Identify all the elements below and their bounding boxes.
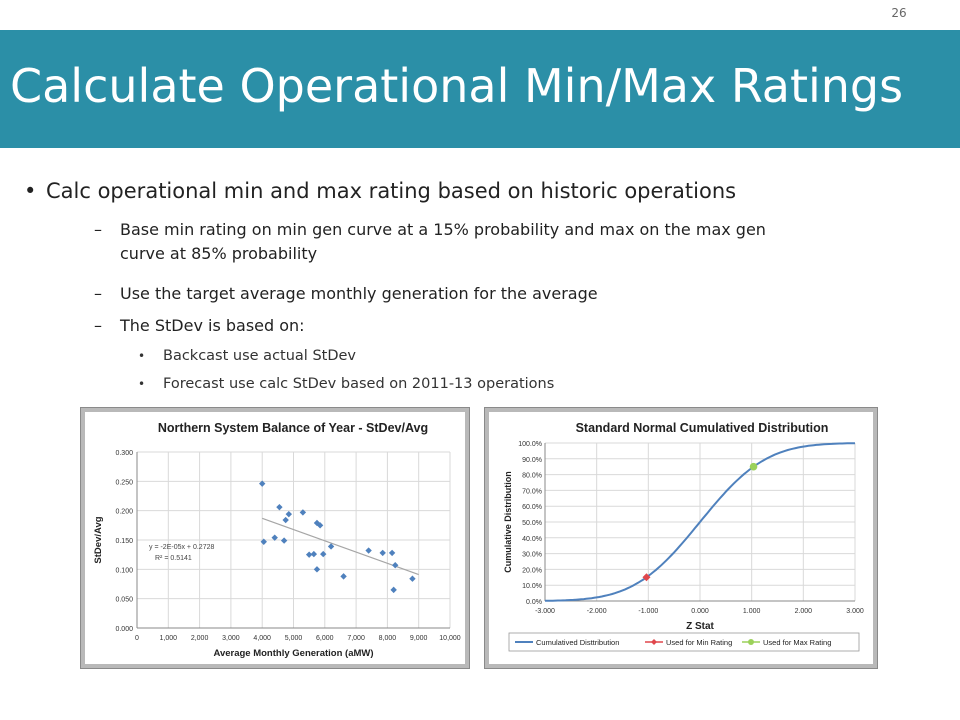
cdf-chart: Standard Normal Cumulatived Distribution… [503,421,864,652]
page-number: 26 [891,6,907,20]
x-tick-label: 9,000 [410,635,428,642]
dash-item-min-max: – Base min rating on min gen curve at a … [94,218,910,266]
y-tick-label: 0.150 [115,538,133,545]
y-tick-label: 60.0% [522,504,542,511]
sub-item-backcast-text: Backcast use actual StDev [163,348,356,364]
scatter-point [310,550,318,558]
series-line-cdf [544,442,856,602]
scatter-point [313,566,321,573]
x-tick-label: 5,000 [285,635,303,642]
scatter-chart: Northern System Balance of Year - StDev/… [93,421,461,659]
x-axis-label: Average Monthly Generation (aMW) [213,648,373,659]
r-squared-label: R² = 0.5141 [155,555,192,562]
sub-bullet-icon: • [138,349,146,363]
x-axis-label: Z Stat [686,621,714,632]
dash-icon: – [94,284,102,303]
bullet-main: • Calc operational min and max rating ba… [24,178,737,204]
dash-item-stdev: – The StDev is based on: [94,314,910,338]
x-tick-label: 8,000 [379,635,397,642]
y-tick-label: 0.200 [115,509,133,516]
bullet-main-text: Calc operational min and max rating base… [46,179,737,203]
sub-bullet-icon: • [138,377,146,391]
scatter-point [285,510,293,518]
x-tick-label: 3,000 [222,635,240,642]
legend-label-min: Used for Min Rating [666,638,732,647]
y-tick-label: 0.100 [115,567,133,574]
legend-marker-max [748,639,754,645]
scatter-point [276,503,283,511]
y-tick-label: 0.000 [115,626,133,633]
scatter-point [259,480,266,487]
chart-title: Northern System Balance of Year - StDev/… [158,421,428,435]
y-tick-label: 70.0% [522,488,542,495]
x-tick-label: -1.000 [638,608,658,615]
dash-item-stdev-text: The StDev is based on: [120,316,305,335]
sub-item-forecast: • Forecast use calc StDev based on 2011-… [138,374,555,394]
max-rating-marker [749,462,758,471]
x-tick-label: 2.000 [795,608,813,615]
x-tick-label: 1,000 [160,635,178,642]
scatter-point [365,547,372,554]
scatter-point [320,550,327,558]
scatter-chart-panel: Northern System Balance of Year - StDev/… [80,407,470,669]
x-tick-label: 0 [135,635,139,642]
scatter-point [390,586,397,594]
x-tick-label: 0.000 [691,608,709,615]
y-tick-label: 100.0% [518,441,542,448]
y-axis-label: Cumulative Distribution [503,471,513,573]
scatter-point [409,575,416,582]
x-tick-label: 1.000 [743,608,761,615]
x-tick-label: 4,000 [253,635,271,642]
scatter-point [299,509,307,516]
scatter-point [280,537,288,544]
x-tick-label: 10,000 [439,635,461,642]
y-tick-label: 50.0% [522,520,542,527]
legend-label-cdf: Cumulatived Disttribution [536,638,619,647]
y-tick-label: 0.250 [115,479,133,486]
dash-item-min-max-line1: Base min rating on min gen curve at a 15… [120,220,766,239]
y-axis-label: StDev/Avg [93,516,104,563]
x-tick-label: 6,000 [316,635,334,642]
x-tick-label: 7,000 [347,635,365,642]
cdf-chart-panel: Standard Normal Cumulatived Distribution… [484,407,878,669]
x-tick-label: -3.000 [535,608,555,615]
x-tick-label: 2,000 [191,635,209,642]
page-title: Calculate Operational Min/Max Ratings [10,59,904,113]
y-tick-label: 40.0% [522,536,542,543]
y-tick-label: 0.300 [115,450,133,457]
y-tick-label: 90.0% [522,457,542,464]
bullet-dot-icon: • [24,179,37,203]
scatter-point [340,573,347,580]
scatter-point [271,534,278,541]
dash-item-target-text: Use the target average monthly generatio… [120,284,598,303]
x-tick-label: 3.000 [846,608,864,615]
legend-marker-min [651,639,657,645]
chart-title: Standard Normal Cumulatived Distribution [576,421,829,435]
title-banner: Calculate Operational Min/Max Ratings [0,30,960,148]
y-tick-label: 10.0% [522,583,542,590]
dash-item-target: – Use the target average monthly generat… [94,282,910,306]
dash-icon: – [94,220,102,239]
min-rating-marker [642,573,651,582]
y-tick-label: 30.0% [522,552,542,559]
y-tick-label: 20.0% [522,567,542,574]
scatter-point [379,549,386,557]
sub-item-forecast-text: Forecast use calc StDev based on 2011-13… [163,376,555,392]
x-tick-label: -2.000 [587,608,607,615]
scatter-point [388,549,396,557]
y-tick-label: 0.050 [115,597,133,604]
trendline-equation: y = -2E-05x + 0.2728 [149,544,214,551]
sub-item-backcast: • Backcast use actual StDev [138,346,356,366]
dash-item-min-max-line2: curve at 85% probability [120,244,318,263]
y-tick-label: 0.0% [526,599,542,606]
legend-label-max: Used for Max Rating [763,638,831,647]
legend-box [508,632,860,652]
scatter-point [260,538,267,545]
y-tick-label: 80.0% [522,473,542,480]
scatter-point [282,516,289,524]
dash-icon: – [94,316,102,335]
